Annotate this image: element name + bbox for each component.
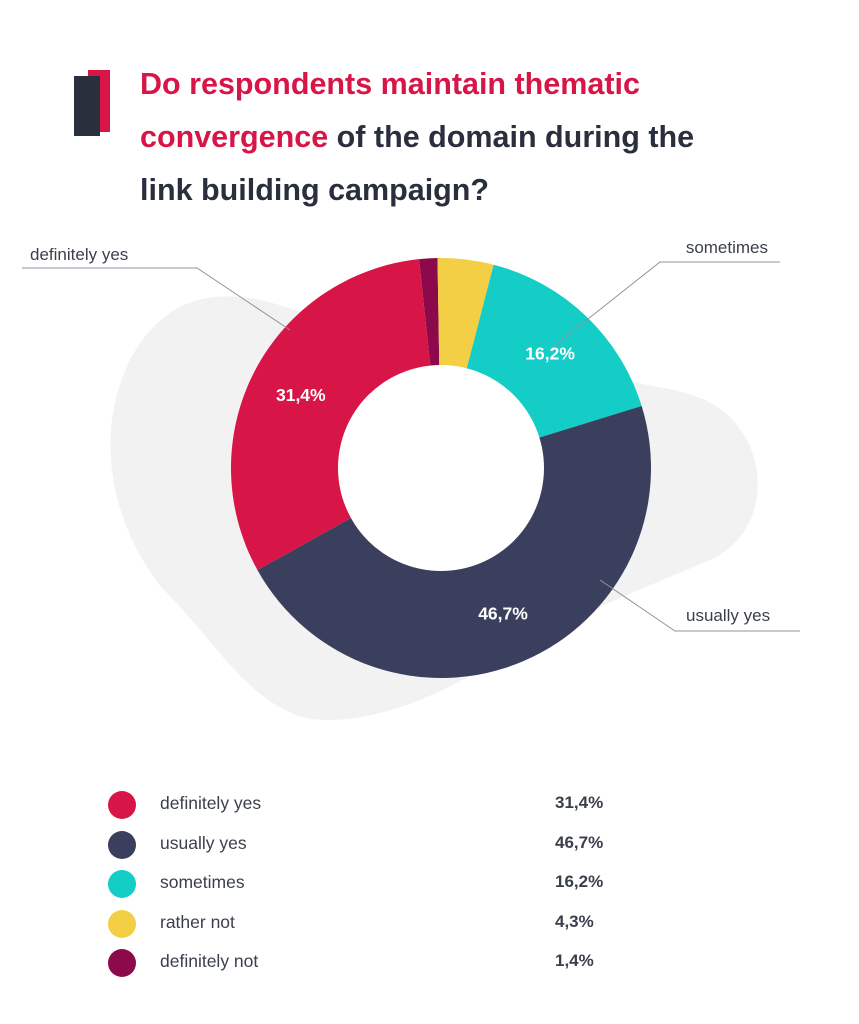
legend-swatch-sometimes <box>108 870 136 898</box>
slice-value-label-usually-yes: 46,7% <box>478 603 528 623</box>
legend-value-rather-not: 4,3% <box>555 911 594 931</box>
legend-item-sometimes: sometimes 16,2% <box>108 862 628 902</box>
callout-line-definitely-yes <box>22 267 291 331</box>
callout-label-sometimes: sometimes <box>686 238 768 257</box>
legend-label-definitely-yes: definitely yes <box>160 793 262 813</box>
legend-value-sometimes: 16,2% <box>555 872 604 891</box>
callout-line-usually-yes <box>599 579 800 632</box>
legend-item-definitely-yes: definitely yes 31,4% <box>108 783 628 823</box>
callout-label-usually-yes: usually yes <box>686 606 770 625</box>
legend-swatch-rather-not <box>108 909 136 938</box>
callouts: definitely yes sometimes usually yes <box>22 238 800 632</box>
legend-swatch-definitely-not <box>108 949 136 977</box>
callout-label-definitely-yes: definitely yes <box>30 245 128 264</box>
chart-title: Do respondents maintain thematic converg… <box>140 58 830 217</box>
legend-label-sometimes: sometimes <box>160 872 245 892</box>
legend-value-definitely-not: 1,4% <box>555 951 594 970</box>
callout-line-sometimes <box>554 261 780 346</box>
legend-item-rather-not: rather not 4,3% <box>108 902 628 942</box>
title-accent-bars-icon <box>74 70 110 136</box>
legend: definitely yes 31,4% usually yes 46,7% somet… <box>108 783 628 981</box>
legend-value-usually-yes: 46,7% <box>555 832 604 852</box>
legend-item-definitely-not: definitely not 1,4% <box>108 941 628 981</box>
legend-label-usually-yes: usually yes <box>160 832 247 853</box>
legend-item-usually-yes: usually yes 46,7% <box>108 823 628 863</box>
title-rest-part-2: link building campaign? <box>140 173 490 207</box>
legend-swatch-definitely-yes <box>108 791 136 819</box>
legend-label-rather-not: rather not <box>160 911 235 932</box>
legend-value-definitely-yes: 31,4% <box>555 793 604 812</box>
legend-label-definitely-not: definitely not <box>160 951 259 971</box>
donut-hole <box>338 365 544 571</box>
title-accent-part-2: convergence <box>140 120 329 154</box>
title-accent-part-1: Do respondents maintain thematic <box>140 67 640 101</box>
slice-value-label-definitely-yes: 31,4% <box>276 385 326 405</box>
slice-value-label-sometimes: 16,2% <box>525 344 575 364</box>
slice-labels: 16,2% 46,7% 31,4% <box>276 344 575 624</box>
title-rest-part-1: of the domain during the <box>328 120 695 154</box>
legend-swatch-usually-yes <box>108 830 136 859</box>
